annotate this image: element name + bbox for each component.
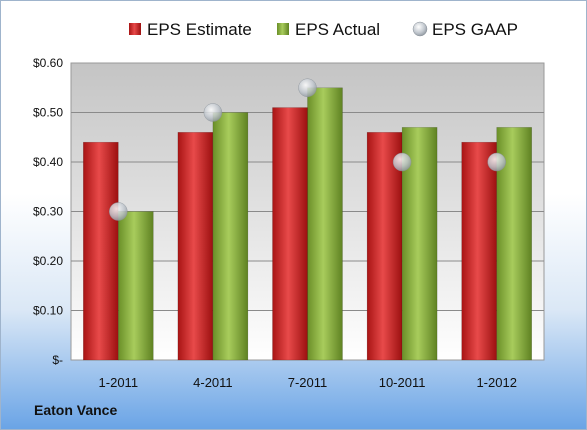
eps-actual-bar [118,211,154,361]
legend-gaap-swatch [412,21,428,37]
legend-label: EPS Estimate [147,20,252,39]
y-tick-label: $0.50 [33,106,63,120]
x-category-label: 1-2011 [99,375,139,390]
x-category-label: 7-2011 [288,375,328,390]
legend-swatch [129,23,141,35]
y-tick-label: $0.30 [33,205,63,219]
eps-gaap-marker [203,103,223,122]
legend-label: EPS GAAP [432,20,518,39]
x-category-label: 1-2012 [476,375,516,390]
y-tick-label: $0.20 [33,254,63,268]
eps-estimate-bar [83,141,119,361]
eps-gaap-marker [109,202,128,221]
legend-label: EPS Actual [295,20,380,39]
x-axis-categories: 1-2011 4-2011 7-2011 10-2011 1-2012 [99,375,517,390]
x-category-label: 10-2011 [379,375,426,390]
legend: EPS Estimate EPS Actual EPS GAAP [129,20,518,39]
y-tick-label: $0.40 [33,155,63,169]
eps-estimate-bar [177,132,214,361]
y-tick-label: $0.10 [33,304,63,318]
eps-gaap-marker [392,152,412,172]
eps-gaap-marker [298,78,317,97]
bars [83,87,532,361]
eps-gaap-marker [487,152,506,172]
legend-swatch [277,23,289,35]
eps-actual-bar [307,87,343,361]
eps-estimate-bar [461,141,497,361]
y-tick-label: $- [52,353,63,367]
x-category-label: 4-2011 [193,375,233,390]
gaap-markers [109,78,506,221]
y-tick-label: $0.60 [33,56,63,70]
company-name: Eaton Vance [34,402,118,418]
y-axis-ticks: $- $0.10 $0.20 $0.30 $0.40 $0.50 $0.60 [33,56,63,367]
eps-actual-bar [212,112,249,361]
eps-estimate-bar [272,107,308,361]
